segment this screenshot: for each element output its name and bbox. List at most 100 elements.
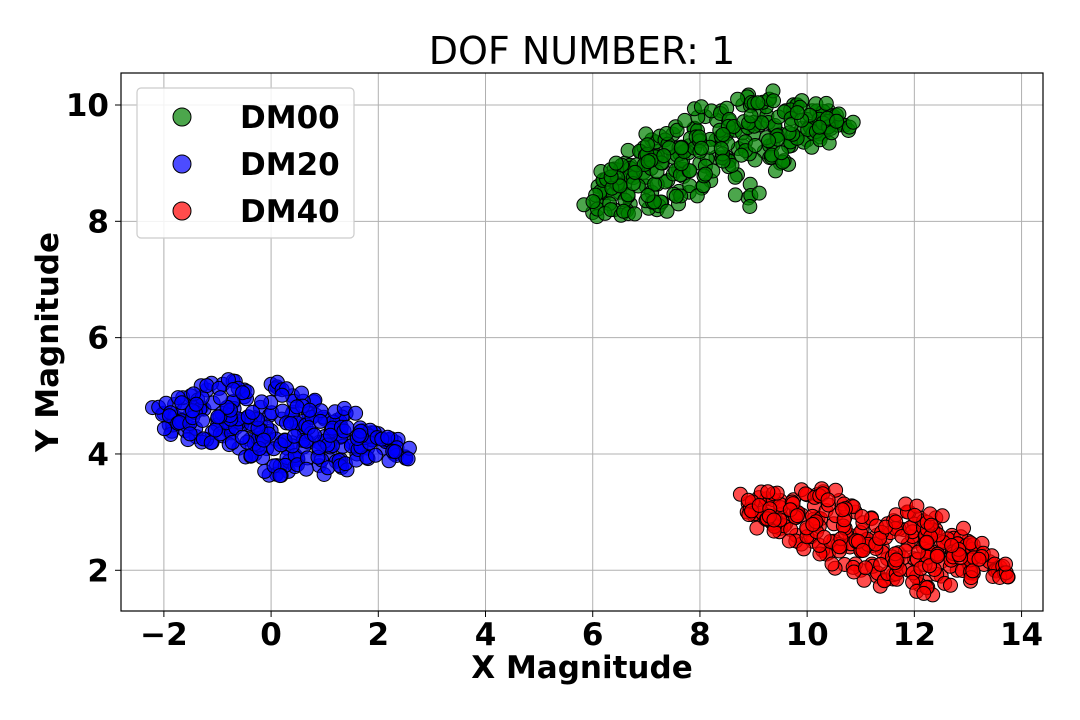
dm40-point bbox=[832, 539, 847, 555]
dm20-point bbox=[400, 451, 416, 467]
x-tick-label: 8 bbox=[689, 617, 711, 653]
legend-marker-dm20 bbox=[172, 154, 192, 174]
dm20-point bbox=[272, 468, 288, 484]
dm00-point bbox=[733, 147, 749, 163]
dm00-point bbox=[754, 115, 770, 131]
x-tick-label: −2 bbox=[140, 617, 188, 653]
data-points bbox=[145, 83, 1016, 603]
dm40-point bbox=[934, 508, 950, 524]
dm00-point bbox=[694, 140, 709, 156]
dm20-point bbox=[387, 444, 403, 460]
dm00-point bbox=[818, 95, 834, 111]
x-axis-ticks: −2 0 2 4 6 8 10 12 14 bbox=[140, 611, 1043, 653]
dm40-point bbox=[789, 508, 805, 524]
dm00-point bbox=[743, 108, 759, 124]
dm40-point bbox=[820, 492, 836, 508]
dm00-point bbox=[640, 137, 655, 153]
legend-label-dm20: DM20 bbox=[240, 147, 340, 183]
dm20-point bbox=[210, 409, 226, 425]
dm20-point bbox=[174, 395, 190, 411]
dm00-point bbox=[742, 199, 758, 214]
dm40-point bbox=[998, 556, 1013, 572]
dm40-point bbox=[943, 577, 958, 593]
dm20-point bbox=[156, 421, 172, 437]
dm20-point bbox=[298, 461, 314, 477]
legend-label-dm00: DM00 bbox=[240, 100, 340, 136]
dm20-point bbox=[320, 460, 336, 476]
dm00-point bbox=[727, 187, 743, 203]
dm20-point bbox=[307, 427, 322, 443]
dm00-point bbox=[627, 164, 643, 180]
plot-frame bbox=[120, 72, 1044, 612]
dm00-point bbox=[773, 145, 789, 161]
dm00-point bbox=[761, 133, 776, 149]
dm40-point bbox=[766, 512, 782, 528]
dm00-point bbox=[612, 178, 628, 194]
dm40-point bbox=[816, 529, 832, 545]
dm00-point bbox=[713, 141, 729, 157]
dm00-point bbox=[640, 154, 656, 170]
dm20-point bbox=[254, 394, 270, 410]
x-tick-label: 12 bbox=[893, 617, 936, 653]
dm40-point bbox=[907, 507, 923, 523]
dm00-point bbox=[608, 155, 624, 171]
dm40-point bbox=[944, 538, 960, 553]
dm40-point bbox=[873, 556, 889, 572]
dm40-point bbox=[824, 556, 840, 572]
dm20-point bbox=[283, 416, 299, 432]
dm00-point bbox=[627, 206, 643, 222]
x-tick-label: 4 bbox=[475, 617, 497, 653]
dm40-point bbox=[781, 533, 797, 549]
dm00-point bbox=[669, 122, 685, 138]
dm00-point bbox=[715, 153, 731, 169]
dm00-point bbox=[751, 185, 767, 201]
legend-frame bbox=[136, 87, 355, 239]
dm20-point bbox=[199, 378, 215, 394]
dm20-point bbox=[322, 427, 338, 443]
dm40-point bbox=[888, 552, 904, 568]
dm20-point bbox=[195, 413, 211, 428]
dm40-point bbox=[858, 560, 873, 576]
dm40-point bbox=[805, 517, 821, 532]
dm40-point bbox=[923, 517, 939, 533]
x-tick-label: 6 bbox=[582, 617, 604, 653]
dm40-point bbox=[902, 520, 918, 536]
y-tick-label: 8 bbox=[87, 204, 109, 240]
dm40-point bbox=[919, 534, 935, 550]
dm00-point bbox=[845, 114, 861, 130]
dm00-point bbox=[766, 93, 781, 109]
dm40-point bbox=[749, 520, 765, 536]
dm40-point bbox=[971, 551, 987, 567]
y-tick-label: 2 bbox=[87, 553, 109, 589]
dm20-point bbox=[312, 413, 328, 429]
chart-title: DOF NUMBER: 1 bbox=[429, 29, 736, 73]
dm20-point bbox=[182, 426, 198, 442]
x-tick-label: 2 bbox=[368, 617, 390, 653]
dm00-point bbox=[789, 105, 805, 121]
dm40-point bbox=[1000, 569, 1016, 585]
dm20-point bbox=[234, 429, 250, 445]
x-axis-title: X Magnitude bbox=[471, 650, 692, 686]
y-axis-title: Y Magnitude bbox=[30, 232, 66, 453]
dm00-point bbox=[640, 188, 656, 203]
x-tick-label: 10 bbox=[786, 617, 829, 653]
dm20-point bbox=[235, 385, 251, 401]
dm00-point bbox=[585, 194, 601, 210]
dm00-point bbox=[697, 166, 713, 182]
dm40-point bbox=[888, 514, 904, 530]
dm40-point bbox=[760, 484, 776, 500]
x-tick-label: 0 bbox=[260, 617, 282, 653]
legend-label-dm40: DM40 bbox=[240, 194, 340, 230]
dm00-point bbox=[715, 127, 731, 142]
dm40-point bbox=[916, 585, 932, 601]
dm00-point bbox=[656, 148, 672, 164]
dm00-point bbox=[747, 138, 763, 153]
dm20-point bbox=[256, 432, 272, 448]
legend: DM00 DM20 DM40 bbox=[136, 87, 355, 239]
legend-marker-dm00 bbox=[172, 107, 192, 127]
dm00-point bbox=[812, 119, 827, 135]
dm00-point bbox=[829, 113, 845, 129]
dm00-point bbox=[659, 203, 675, 219]
legend-marker-dm40 bbox=[172, 201, 192, 221]
